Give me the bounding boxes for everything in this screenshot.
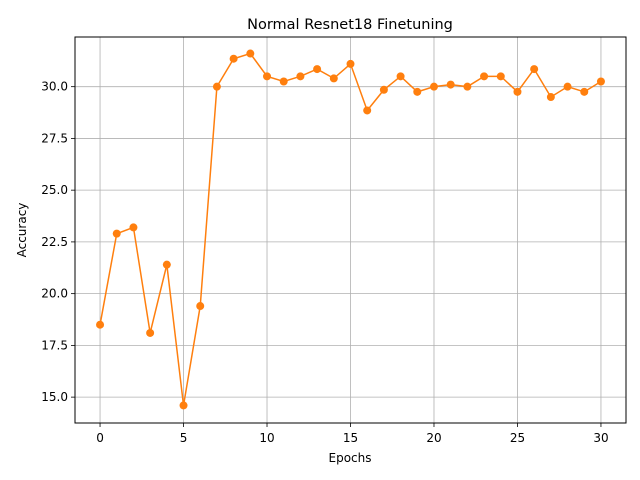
x-axis: 0 5 10 15 20 25 30 <box>96 423 609 445</box>
y-tick-label: 20.0 <box>41 287 68 301</box>
data-point <box>96 320 105 329</box>
x-axis-label: Epochs <box>329 451 372 465</box>
y-axis-label: Accuracy <box>15 203 29 258</box>
y-tick-label: 22.5 <box>41 235 68 249</box>
data-point <box>263 72 272 81</box>
data-point <box>296 72 305 81</box>
data-point <box>313 65 322 74</box>
x-tick-label: 5 <box>180 431 188 445</box>
data-point <box>513 87 522 96</box>
data-point <box>112 229 121 238</box>
data-point <box>229 54 238 63</box>
data-point <box>179 401 188 410</box>
x-tick-label: 10 <box>259 431 274 445</box>
data-point <box>146 328 155 337</box>
y-tick-label: 30.0 <box>41 80 68 94</box>
data-point <box>129 223 138 232</box>
data-point <box>346 59 355 68</box>
data-point <box>279 77 288 86</box>
y-tick-label: 17.5 <box>41 338 68 352</box>
x-tick-label: 15 <box>343 431 358 445</box>
data-point <box>162 260 171 269</box>
data-point <box>212 82 221 91</box>
chart-title: Normal Resnet18 Finetuning <box>247 17 453 33</box>
data-point <box>363 106 372 115</box>
data-point <box>379 85 388 94</box>
data-point <box>530 65 539 74</box>
data-point <box>496 72 505 81</box>
data-point <box>546 93 555 102</box>
data-point <box>396 72 405 81</box>
y-axis: 15.0 17.5 20.0 22.5 25.0 27.5 30.0 <box>41 80 75 404</box>
data-point <box>596 77 605 86</box>
data-point <box>429 82 438 91</box>
data-point <box>480 72 489 81</box>
data-point <box>463 82 472 91</box>
grid <box>75 37 626 423</box>
data-point <box>413 87 422 96</box>
y-tick-label: 25.0 <box>41 183 68 197</box>
y-tick-label: 27.5 <box>41 131 68 145</box>
data-point <box>196 302 205 311</box>
x-tick-label: 25 <box>510 431 525 445</box>
data-point <box>563 82 572 91</box>
x-tick-label: 20 <box>426 431 441 445</box>
x-tick-label: 0 <box>96 431 104 445</box>
data-point <box>329 74 338 83</box>
x-tick-label: 30 <box>593 431 608 445</box>
data-point <box>446 80 455 89</box>
y-tick-label: 15.0 <box>41 390 68 404</box>
data-point <box>246 49 255 58</box>
series-layer <box>96 49 605 410</box>
data-point <box>580 87 589 96</box>
